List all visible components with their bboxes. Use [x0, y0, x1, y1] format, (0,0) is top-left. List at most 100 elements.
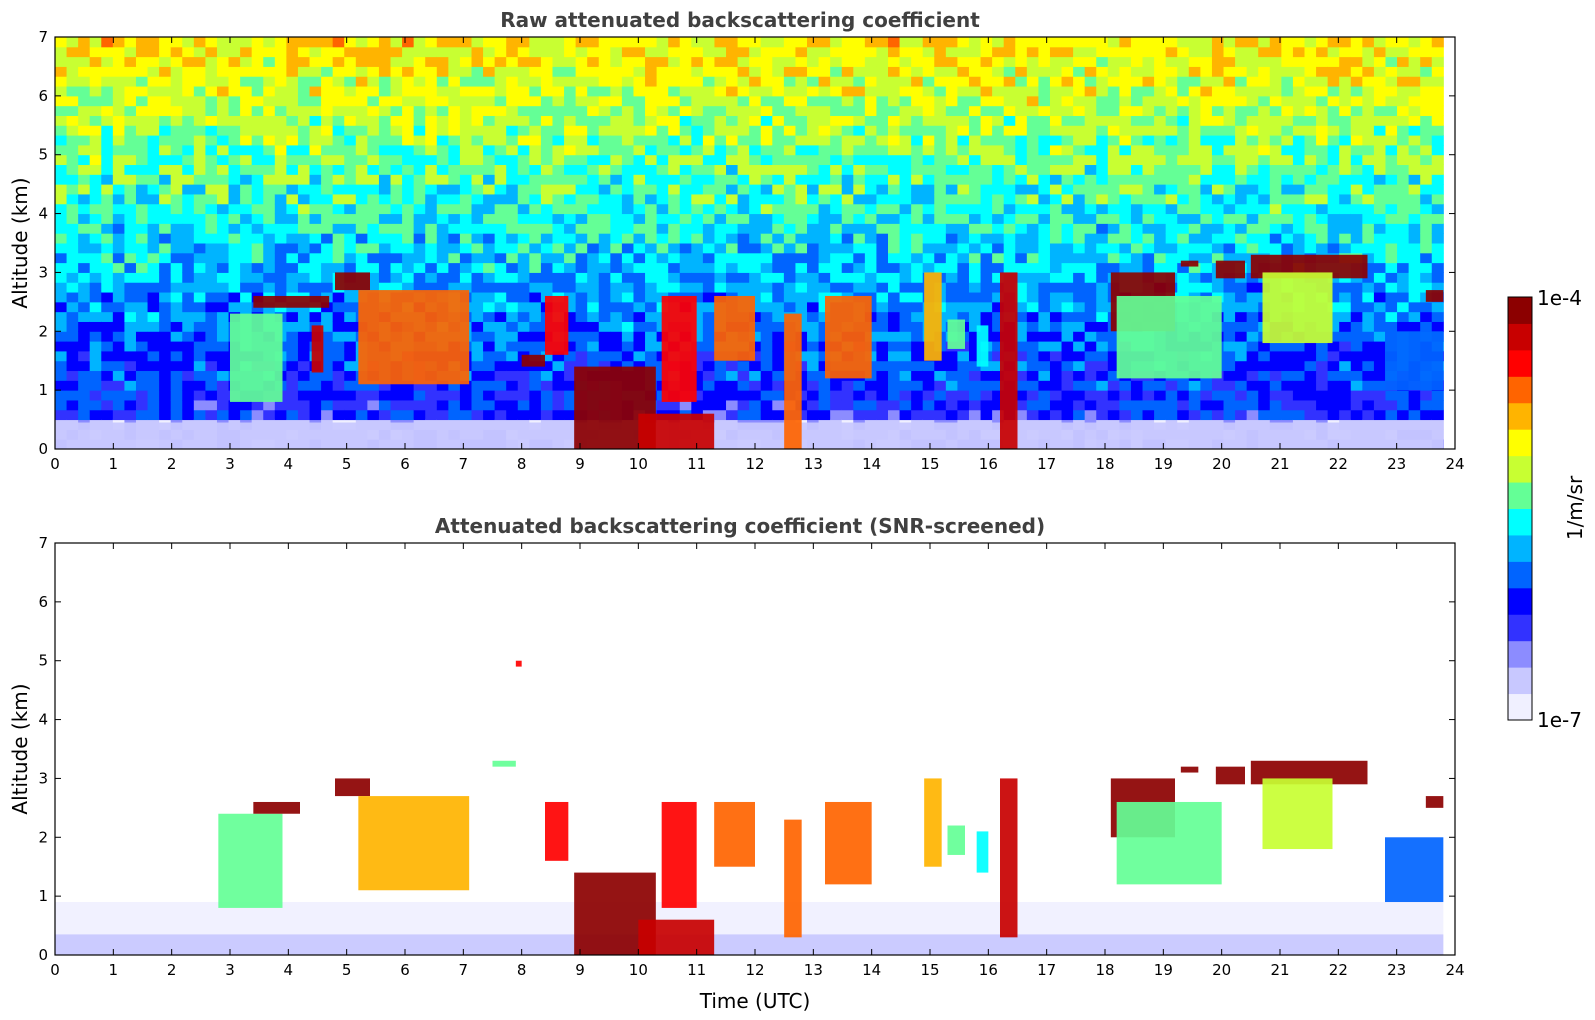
noise-cell	[494, 233, 507, 244]
noise-cell	[101, 292, 114, 303]
noise-cell	[263, 135, 276, 146]
noise-cell	[494, 252, 507, 264]
noise-cell	[1408, 193, 1421, 205]
noise-cell	[1038, 321, 1051, 332]
noise-cell	[390, 174, 403, 185]
noise-cell	[1119, 37, 1132, 48]
noise-cell	[459, 223, 472, 234]
noise-cell	[656, 154, 669, 166]
noise-cell	[112, 282, 125, 293]
noise-cell	[182, 144, 195, 156]
noise-cell	[783, 66, 796, 77]
noise-cell	[135, 37, 149, 48]
noise-cell	[633, 233, 646, 244]
noise-cell	[1107, 390, 1120, 401]
noise-cell	[1211, 86, 1225, 97]
noise-cell	[471, 321, 484, 332]
noise-cell	[135, 184, 149, 195]
noise-cell	[529, 321, 542, 332]
noise-cell	[760, 105, 773, 116]
noise-cell	[783, 154, 796, 166]
noise-cell	[1015, 370, 1028, 381]
noise-cell	[645, 144, 658, 156]
noise-cell	[864, 76, 877, 87]
noise-cell	[216, 350, 230, 362]
noise-cell	[1200, 193, 1213, 205]
noise-cell	[1304, 350, 1317, 362]
noise-cell	[1408, 399, 1421, 411]
noise-cell	[1339, 66, 1352, 77]
noise-cell	[193, 350, 206, 362]
noise-cell	[332, 115, 345, 126]
noise-cell	[448, 46, 461, 58]
noise-cell	[1408, 56, 1421, 67]
noise-cell	[645, 86, 658, 97]
noise-cell	[864, 95, 877, 107]
noise-cell	[529, 154, 542, 166]
noise-cell	[124, 164, 137, 175]
noise-cell	[968, 252, 982, 264]
noise-cell	[1246, 390, 1259, 401]
noise-cell	[888, 272, 901, 283]
noise-cell	[1316, 105, 1329, 116]
noise-cell	[992, 213, 1005, 224]
noise-cell	[529, 272, 542, 283]
noise-cell	[471, 76, 484, 87]
noise-cell	[1373, 262, 1386, 273]
noise-cell	[216, 184, 230, 195]
noise-cell	[1385, 233, 1398, 244]
noise-cell	[899, 223, 912, 234]
noise-cell	[55, 144, 68, 156]
noise-cell	[216, 193, 230, 205]
noise-cell	[702, 86, 715, 97]
noise-cell	[1084, 203, 1097, 215]
noise-cell	[633, 203, 646, 215]
noise-cell	[309, 184, 322, 195]
noise-cell	[529, 233, 542, 244]
noise-cell	[1292, 105, 1305, 116]
noise-cell	[1258, 125, 1271, 136]
noise-cell	[112, 341, 125, 352]
noise-cell	[1073, 223, 1086, 234]
noise-cell	[1350, 292, 1363, 303]
noise-cell	[980, 56, 993, 67]
noise-cell	[263, 56, 276, 67]
noise-cell	[147, 56, 160, 67]
noise-cell	[182, 95, 195, 107]
noise-cell	[1107, 135, 1120, 146]
noise-cell	[853, 390, 866, 401]
noise-cell	[216, 282, 230, 293]
noise-cell	[864, 135, 877, 146]
noise-cell	[55, 95, 68, 107]
noise-cell	[899, 380, 912, 391]
noise-cell	[390, 66, 403, 77]
noise-cell	[1269, 390, 1282, 401]
noise-cell	[55, 390, 68, 401]
noise-cell	[598, 213, 611, 224]
noise-cell	[1420, 272, 1433, 283]
noise-cell	[66, 76, 79, 87]
noise-cell	[1408, 144, 1421, 156]
noise-cell	[1130, 252, 1144, 264]
noise-cell	[841, 399, 854, 411]
noise-cell	[749, 350, 762, 362]
noise-cell	[332, 301, 345, 313]
noise-cell	[575, 144, 588, 156]
noise-cell	[1385, 86, 1398, 97]
noise-cell	[1385, 321, 1398, 332]
noise-cell	[737, 95, 750, 107]
noise-cell	[888, 154, 901, 166]
noise-cell	[228, 301, 241, 313]
noise-cell	[182, 321, 195, 332]
noise-cell	[1408, 86, 1421, 97]
noise-cell	[494, 203, 507, 215]
noise-cell	[332, 135, 345, 146]
noise-cell	[344, 193, 357, 205]
noise-cell	[564, 135, 577, 146]
noise-cell	[355, 144, 368, 156]
noise-cell	[1084, 301, 1097, 313]
noise-cell	[610, 292, 623, 303]
noise-cell	[1269, 350, 1282, 362]
noise-cell	[726, 76, 739, 87]
noise-cell	[1061, 86, 1074, 97]
